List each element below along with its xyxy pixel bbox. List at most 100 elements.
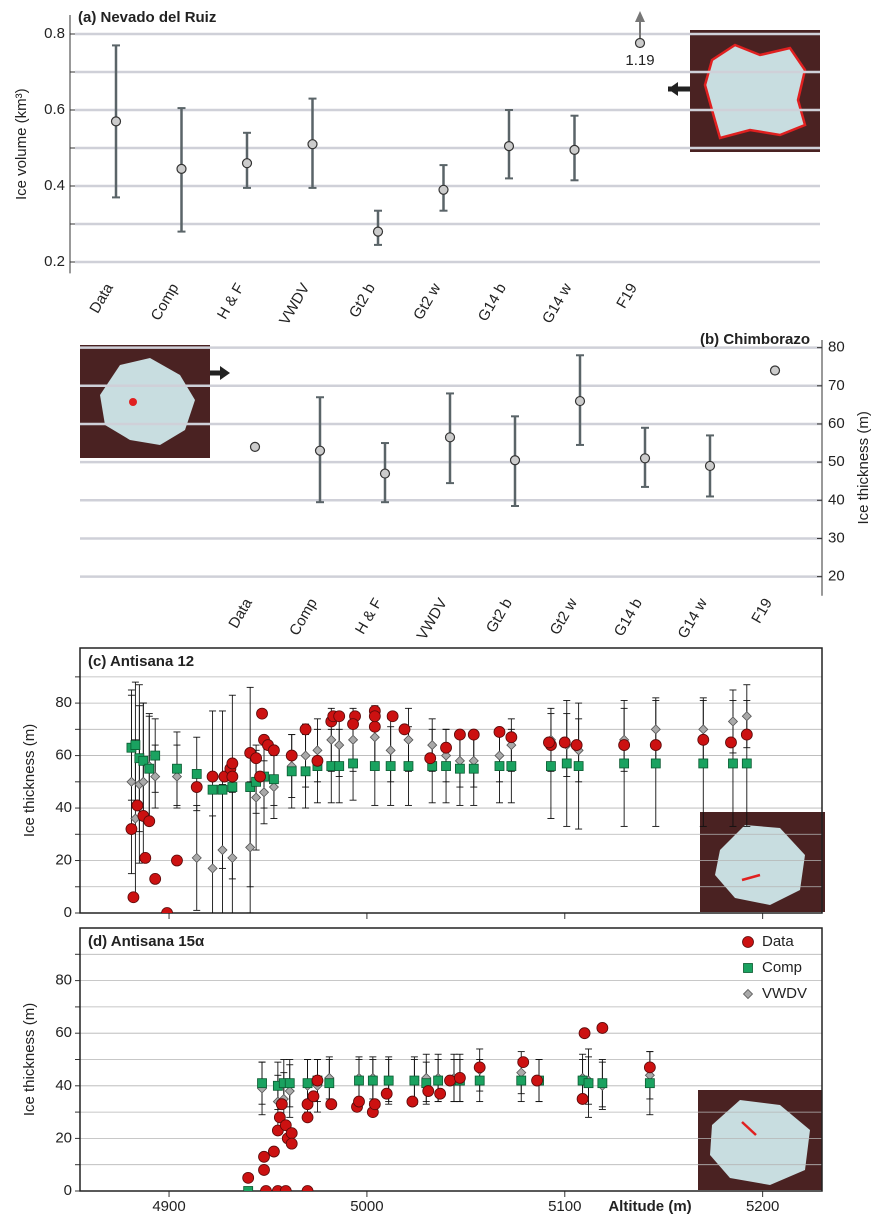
data-point [517,1056,530,1069]
x-tick-label: Gt2 b [346,280,379,320]
data-point [207,863,218,874]
data-point [260,1185,272,1191]
x-tick-label: Gt2 b [483,595,516,635]
data-point [110,116,122,127]
data-point [438,184,449,195]
data-point [161,907,173,913]
data-point [380,1087,393,1100]
data-point [125,823,138,835]
data-point [190,781,203,793]
data-point [506,740,517,751]
data-point [130,740,141,750]
data-point [284,1078,295,1089]
y-tick-label: 20 [55,851,72,868]
data-point [268,781,279,793]
data-point [285,749,298,762]
data-point [704,460,716,472]
data-point [597,1078,608,1089]
data-point [301,1111,314,1124]
data-point [242,1171,255,1184]
data-point [741,711,752,722]
data-point [543,736,555,749]
data-point [302,1078,313,1089]
data-point [578,1027,591,1040]
data-point [249,441,261,452]
x-tick-label: Comp [148,280,183,323]
data-point [727,716,739,727]
data-point [574,395,586,407]
x-tick-label: Data [225,595,256,632]
data-point [143,815,156,828]
data-point [741,758,752,769]
data-point [424,752,437,765]
data-point [250,752,263,765]
data-point [728,758,738,769]
data-point [324,1078,335,1089]
data-point [444,1074,456,1087]
y-axis-label: Ice thickness (m) [21,1003,38,1116]
data-point [138,755,149,766]
data-point [697,733,710,746]
y-tick-label: 60 [828,415,845,432]
value-label: 1.19 [625,52,654,69]
data-point [698,758,709,769]
panel-title: (b) Chimborazo [700,331,810,348]
legend-marker [742,988,754,1000]
data-point [583,1078,594,1089]
y-tick-label: 0.4 [44,177,65,194]
x-tick-label: Gt2 w [410,280,444,323]
data-point [368,720,381,733]
data-point [138,776,149,787]
x-tick-label: VWDV [276,280,313,327]
legend-label: Comp [762,959,802,976]
data-point [300,750,311,761]
data-point [643,1061,656,1074]
data-point [226,770,239,783]
data-point [171,771,183,782]
data-point [275,1098,288,1111]
data-point [546,761,556,771]
data-point [286,766,297,777]
data-point [406,1095,419,1108]
x-tick-label: G14 b [611,595,646,639]
panel-title: (a) Nevado del Ruiz [78,9,216,26]
data-point [353,1095,365,1108]
data-point [126,776,137,787]
x-tick-label: F19 [748,595,776,626]
data-point [254,770,266,783]
y-tick-label: 20 [828,568,845,585]
x-tick-label: 4900 [152,1198,185,1215]
data-point [454,728,466,741]
data-point [403,734,414,745]
x-tick-label: F19 [613,280,641,311]
data-point [149,872,162,885]
data-point [474,1075,485,1086]
y-tick-label: 30 [828,529,845,546]
data-point [150,771,161,782]
data-point [307,139,318,150]
y-tick-label: 70 [828,377,845,394]
inset-photo [698,1090,822,1190]
x-tick-label: Comp [286,595,321,638]
data-point [434,1087,447,1100]
data-point [644,1078,655,1089]
x-tick-label: G14 b [475,280,510,324]
data-point [251,792,262,803]
data-point [769,365,781,376]
data-point [334,740,345,751]
data-point [454,1072,466,1084]
data-point [311,1074,324,1087]
data-point [650,724,661,735]
y-tick-label: 20 [55,1129,72,1146]
inset-photo [80,345,230,458]
y-tick-label: 80 [828,339,845,356]
data-point [245,782,256,792]
y-tick-label: 0.8 [44,25,65,42]
data-point [440,750,452,761]
data-point [191,769,202,779]
data-point [257,1078,267,1089]
data-point [258,1164,270,1176]
data-point [369,732,380,743]
data-point [347,734,359,745]
